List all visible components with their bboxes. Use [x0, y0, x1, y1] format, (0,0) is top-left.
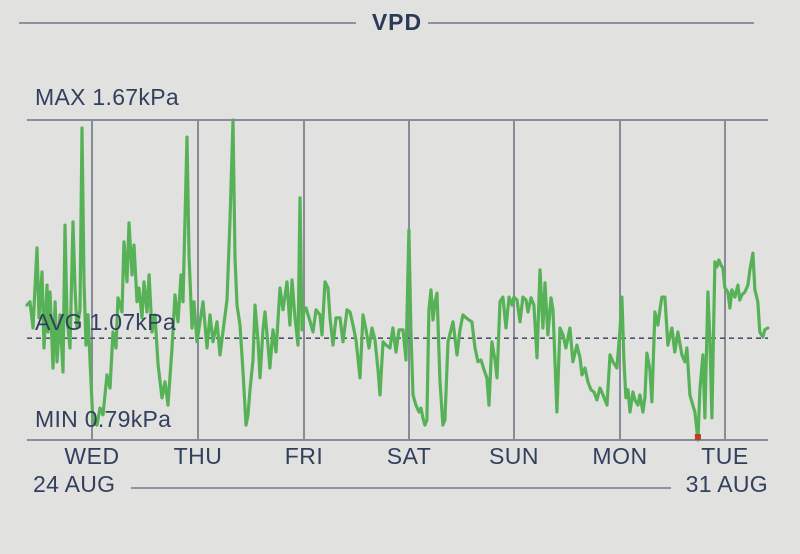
chart-title: VPD: [371, 9, 423, 35]
x-tick-sun: SUN: [488, 443, 540, 469]
x-tick-fri: FRI: [284, 443, 324, 469]
start-date-label: 24 AUG: [33, 471, 116, 497]
x-tick-sat: SAT: [386, 443, 432, 469]
x-tick-mon: MON: [592, 443, 648, 469]
min-value-label: MIN 0.79kPa: [35, 406, 172, 432]
avg-value-label: AVG 1.07kPa: [35, 309, 176, 335]
x-tick-wed: WED: [64, 443, 120, 469]
max-value-label: MAX 1.67kPa: [35, 84, 179, 110]
x-tick-thu: THU: [173, 443, 223, 469]
min-point-marker: [694, 434, 701, 440]
date-range-rule: [131, 487, 671, 489]
title-rule-left: [19, 22, 356, 24]
title-rule-right: [428, 22, 754, 24]
end-date-label: 31 AUG: [685, 471, 768, 497]
x-tick-tue: TUE: [701, 443, 749, 469]
vpd-series-line: [25, 118, 770, 442]
